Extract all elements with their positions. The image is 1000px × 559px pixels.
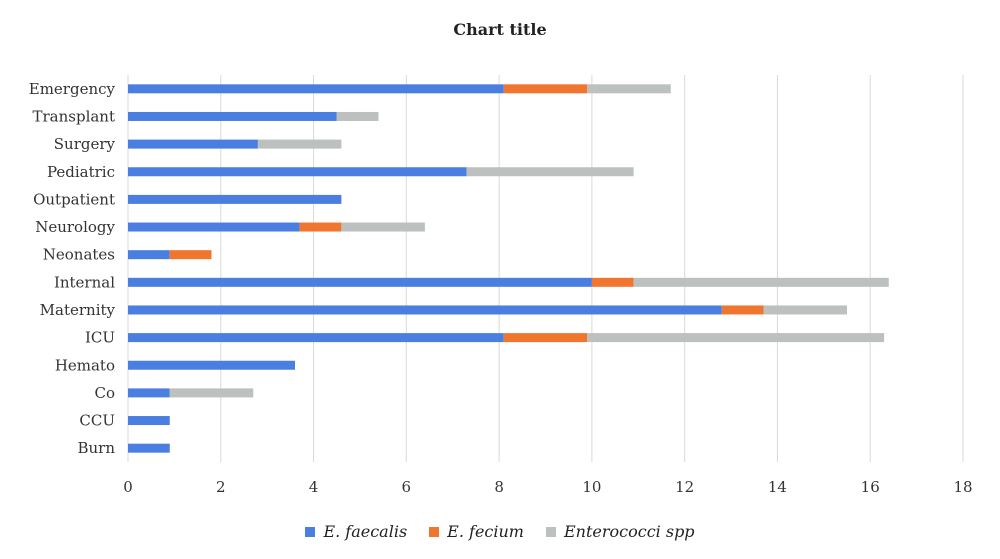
bar-segment-e-faecalis (128, 167, 467, 177)
bar-segment-enterococci-spp (633, 277, 889, 287)
legend-item-e-fecium: E. fecium (429, 522, 524, 541)
x-tick-label: 16 (861, 478, 880, 496)
bar-segment-e-fecium (503, 333, 588, 343)
bar-segment-e-fecium (169, 250, 212, 260)
bar-segment-e-faecalis (128, 84, 504, 94)
category-label: Pediatric (47, 163, 115, 181)
x-tick-label: 6 (402, 478, 412, 496)
bar-segment-e-faecalis (128, 360, 295, 370)
x-tick-label: 18 (953, 478, 972, 496)
x-tick-label: 12 (675, 478, 694, 496)
legend-label-e-faecalis: E. faecalis (323, 522, 408, 541)
category-label: Co (94, 384, 115, 402)
category-label: Neonates (43, 246, 115, 264)
category-label: Neurology (35, 218, 115, 236)
bar-segment-e-faecalis (128, 139, 258, 149)
bar-segment-e-faecalis (128, 333, 504, 343)
bar-segment-e-faecalis (128, 305, 722, 315)
x-tick-label: 14 (768, 478, 787, 496)
x-tick-label: 0 (123, 478, 133, 496)
category-label: Maternity (40, 301, 116, 319)
legend-swatch-e-fecium (429, 526, 440, 537)
bar-segment-e-faecalis (128, 250, 170, 260)
legend-swatch-enterococci-spp (545, 526, 556, 537)
bar-segment-enterococci-spp (257, 139, 342, 149)
stacked-bar-chart: 0 2 4 6 8 10 12 14 16 18 Emergency Transplant Surger… (29, 75, 973, 496)
bar-segment-enterococci-spp (169, 388, 254, 398)
category-label: Hemato (55, 356, 115, 374)
bar-segment-e-faecalis (128, 194, 342, 204)
bar-segment-e-fecium (503, 84, 588, 94)
chart-title: Chart title (453, 20, 547, 39)
bar-segment-e-faecalis (128, 111, 337, 121)
bar-segment-e-faecalis (128, 443, 170, 453)
bar-segment-e-fecium (591, 277, 634, 287)
x-tick-label: 4 (309, 478, 319, 496)
bar-segment-enterococci-spp (341, 222, 425, 232)
category-label: Internal (54, 273, 115, 291)
legend-item-e-faecalis: E. faecalis (305, 522, 407, 541)
bar-segment-e-faecalis (128, 416, 170, 426)
x-tick-label: 2 (216, 478, 226, 496)
category-label: Transplant (32, 107, 115, 125)
bar-segment-e-faecalis (128, 277, 592, 287)
category-label: Outpatient (33, 190, 115, 208)
bar-segment-enterococci-spp (587, 333, 885, 343)
bar-segment-e-fecium (299, 222, 342, 232)
bar-segment-e-faecalis (128, 222, 300, 232)
legend-swatch-e-faecalis (305, 526, 316, 537)
x-tick-label: 8 (494, 478, 504, 496)
bar-segment-enterococci-spp (763, 305, 848, 315)
bar-segment-enterococci-spp (466, 167, 634, 177)
category-label: Burn (77, 439, 115, 457)
category-label: Emergency (29, 80, 116, 98)
category-label: ICU (85, 329, 115, 347)
bar-segment-enterococci-spp (587, 84, 671, 94)
bar-segment-e-fecium (721, 305, 764, 315)
legend: E. faecalis E. fecium Enterococci spp (0, 522, 1000, 541)
legend-item-enterococci-spp: Enterococci spp (545, 522, 695, 541)
bar-segment-e-faecalis (128, 388, 170, 398)
x-tick-label: 10 (582, 478, 601, 496)
bar-segment-enterococci-spp (336, 111, 379, 121)
legend-label-e-fecium: E. fecium (447, 522, 524, 541)
legend-label-enterococci-spp: Enterococci spp (563, 522, 695, 541)
category-label: CCU (79, 412, 115, 430)
category-label: Surgery (54, 135, 116, 153)
